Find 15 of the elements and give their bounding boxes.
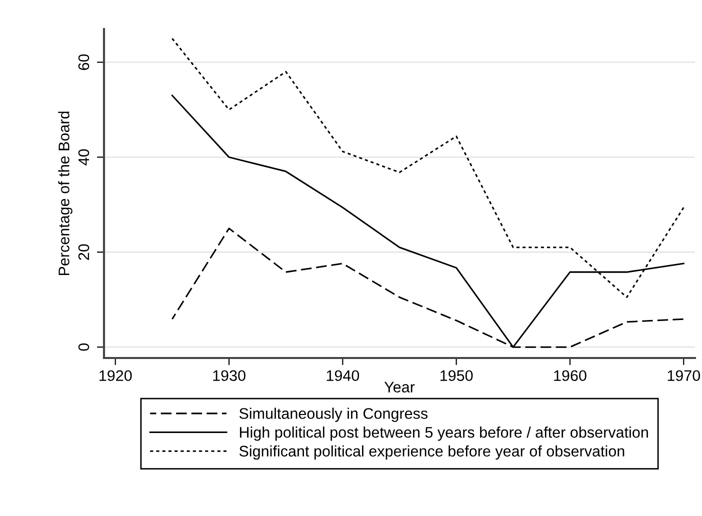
legend-label: Simultaneously in Congress [239, 408, 428, 422]
x-tick-label: 1950 [440, 370, 473, 382]
x-tick-label: 1960 [554, 370, 586, 382]
x-tick-label: 1920 [100, 370, 132, 382]
y-axis-title: Percentage of the Board [58, 112, 72, 276]
x-tick-label: 1930 [213, 370, 246, 382]
y-tick-label: 60 [78, 54, 90, 70]
x-axis-title: Year [384, 382, 415, 392]
x-tick-label: 1940 [326, 370, 360, 382]
y-tick-label: 40 [78, 149, 90, 166]
x-tick-label: 1970 [668, 370, 700, 382]
legend-label: High political post between 5 years before / after observation [240, 426, 648, 441]
y-tick-label: 0 [78, 343, 90, 351]
y-tick-label: 20 [78, 244, 90, 260]
legend-label: Significant political experience before year of observation [239, 445, 624, 460]
